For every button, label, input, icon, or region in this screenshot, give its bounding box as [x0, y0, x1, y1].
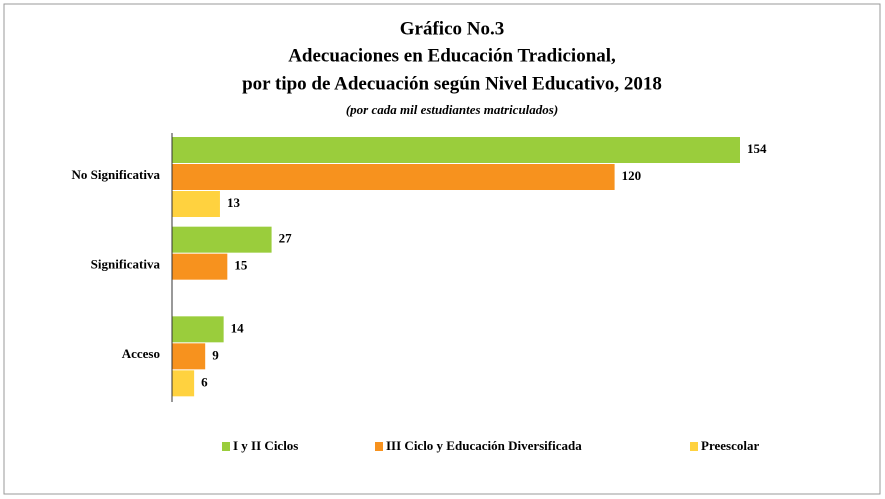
legend-label: III Ciclo y Educación Diversificada: [386, 438, 582, 453]
chart-frame: [3, 3, 881, 495]
bar: [172, 191, 220, 217]
legend-swatch: [690, 442, 698, 451]
data-label: 9: [212, 347, 219, 362]
chart-title: Gráfico No.3: [400, 18, 504, 39]
legend-label: Preescolar: [701, 438, 759, 453]
chart-subtitle: (por cada mil estudiantes matriculados): [346, 102, 558, 117]
data-label: 154: [747, 141, 767, 156]
bar: [172, 137, 740, 163]
legend-label: I y II Ciclos: [233, 438, 298, 453]
data-label: 27: [279, 231, 293, 246]
y-tick-label: Acceso: [122, 346, 160, 361]
data-label: 15: [234, 258, 248, 273]
chart-title: Adecuaciones en Educación Tradicional,: [288, 45, 616, 66]
bar: [172, 343, 206, 370]
bar: [172, 370, 195, 397]
data-label: 13: [227, 195, 241, 210]
y-tick-label: Significativa: [91, 256, 161, 271]
chart-title: por tipo de Adecuación según Nivel Educa…: [242, 73, 662, 94]
legend-swatch: [222, 442, 230, 451]
data-label: 6: [201, 374, 208, 389]
data-label: 14: [231, 320, 245, 335]
bar: [172, 253, 228, 280]
y-tick-label: No Significativa: [72, 167, 161, 182]
legend-swatch: [375, 442, 383, 451]
bar: [172, 164, 615, 190]
data-label: 120: [622, 168, 642, 183]
bar: [172, 226, 272, 253]
bar: [172, 316, 224, 343]
